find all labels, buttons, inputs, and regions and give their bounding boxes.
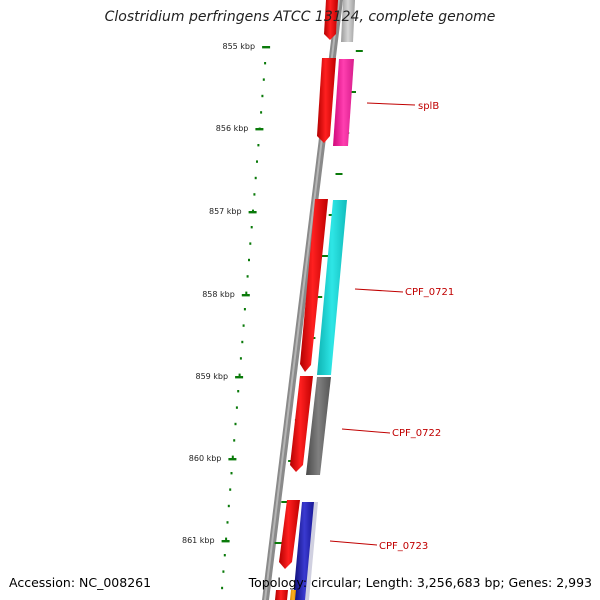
scale-dot bbox=[235, 406, 238, 409]
scale-dot bbox=[246, 275, 249, 278]
tick-label: 856 kbp bbox=[216, 124, 249, 133]
outer-scale-dash bbox=[274, 542, 282, 544]
gene-block-CPF_0723 bbox=[293, 502, 316, 600]
scale-dot bbox=[257, 144, 260, 147]
tick-label: 855 kbp bbox=[222, 42, 255, 51]
scale-dot bbox=[226, 521, 229, 524]
gene-label-CPF_0722: CPF_0722 bbox=[392, 428, 441, 439]
cds-track bbox=[275, 0, 338, 600]
scale-dot bbox=[225, 537, 228, 540]
major-tick bbox=[248, 211, 257, 214]
cds-arrow-splB bbox=[317, 58, 336, 143]
scale-dot bbox=[229, 488, 232, 491]
callout-line-CPF_0722 bbox=[341, 428, 391, 434]
outer-scale-dash bbox=[355, 50, 363, 52]
major-tick bbox=[221, 540, 230, 543]
gene-track bbox=[290, 0, 355, 600]
scale-dot bbox=[252, 209, 254, 212]
tick-label: 860 kbp bbox=[189, 454, 222, 463]
outer-scale-dash bbox=[315, 296, 323, 298]
gene-block-CPF_0722 bbox=[306, 377, 331, 475]
scale-dot bbox=[233, 439, 236, 442]
scale-dot bbox=[256, 160, 258, 163]
scale-dot bbox=[223, 554, 226, 557]
tick-marks bbox=[221, 46, 271, 543]
scale-dot bbox=[245, 291, 248, 294]
scale-dot bbox=[262, 78, 265, 81]
gene-block-bottom bbox=[290, 590, 296, 600]
scale-dot bbox=[254, 176, 257, 180]
scale-dot bbox=[250, 226, 253, 229]
page-title: Clostridium perfringens ATCC 13124, comp… bbox=[104, 9, 496, 25]
cds-arrow-CPF_0722 bbox=[290, 376, 313, 472]
tick-label: 858 kbp bbox=[202, 290, 235, 299]
scale-dot bbox=[249, 242, 252, 245]
gene-label-CPF_0723: CPF_0723 bbox=[379, 541, 428, 552]
gene-label-CPF_0721: CPF_0721 bbox=[405, 287, 454, 298]
scale-dot bbox=[261, 94, 264, 98]
scale-dot bbox=[260, 111, 263, 114]
tick-label: 861 kbp bbox=[182, 536, 215, 545]
scale-dot bbox=[238, 373, 241, 376]
scale-dot bbox=[264, 62, 267, 65]
cds-arrow-CPF_0721 bbox=[300, 199, 328, 372]
scale-dot bbox=[241, 340, 244, 344]
tick-label: 859 kbp bbox=[195, 372, 228, 381]
gene-block-top bbox=[341, 0, 355, 42]
major-tick bbox=[255, 128, 264, 131]
cds-arrow-bottom bbox=[275, 590, 288, 600]
scale-dot bbox=[221, 586, 224, 590]
tick-labels: 855 kbp 856 kbp 857 kbp 858 kbp 859 kbp 860 k… bbox=[182, 42, 255, 545]
scale-dot bbox=[239, 357, 242, 360]
accession-text: Accession: NC_008261 bbox=[9, 575, 152, 590]
gene-label-splB: splB bbox=[418, 101, 439, 112]
major-tick bbox=[235, 376, 244, 379]
outer-scale-dash bbox=[349, 91, 356, 93]
major-tick bbox=[262, 46, 271, 49]
outer-scale-dash bbox=[281, 501, 289, 503]
gene-labels: splB CPF_0721 CPF_0722 CPF_0723 bbox=[329, 101, 454, 552]
major-tick bbox=[241, 294, 250, 297]
scale-dot bbox=[243, 308, 246, 311]
gene-block-CPF_0723-edge bbox=[305, 502, 318, 600]
gene-block-splB bbox=[333, 59, 354, 146]
cds-arrow-top bbox=[324, 0, 338, 40]
callout-line-CPF_0723 bbox=[329, 540, 378, 546]
outer-scale-dash bbox=[321, 255, 329, 257]
scale-dot bbox=[231, 455, 234, 458]
outer-scale-dash bbox=[335, 173, 343, 175]
callout-line-CPF_0721 bbox=[354, 288, 404, 293]
callout-line-splB bbox=[366, 102, 416, 106]
gene-block-CPF_0721 bbox=[317, 200, 347, 375]
major-tick bbox=[228, 458, 237, 461]
scale-dot bbox=[230, 472, 233, 475]
cds-arrow-CPF_0723 bbox=[279, 500, 300, 569]
scale-dot bbox=[234, 422, 237, 426]
scale-dot bbox=[242, 324, 245, 327]
genome-backbone bbox=[262, 0, 343, 600]
scale-dot bbox=[227, 504, 230, 508]
scale-dot bbox=[248, 258, 250, 262]
tick-label: 857 kbp bbox=[209, 207, 242, 216]
genome-summary-text: Topology: circular; Length: 3,256,683 bp… bbox=[248, 575, 592, 590]
backbone-highlight bbox=[264, 0, 340, 600]
scale-dot bbox=[237, 390, 240, 393]
scale-dot bbox=[253, 193, 256, 196]
scale-dot bbox=[222, 570, 225, 573]
